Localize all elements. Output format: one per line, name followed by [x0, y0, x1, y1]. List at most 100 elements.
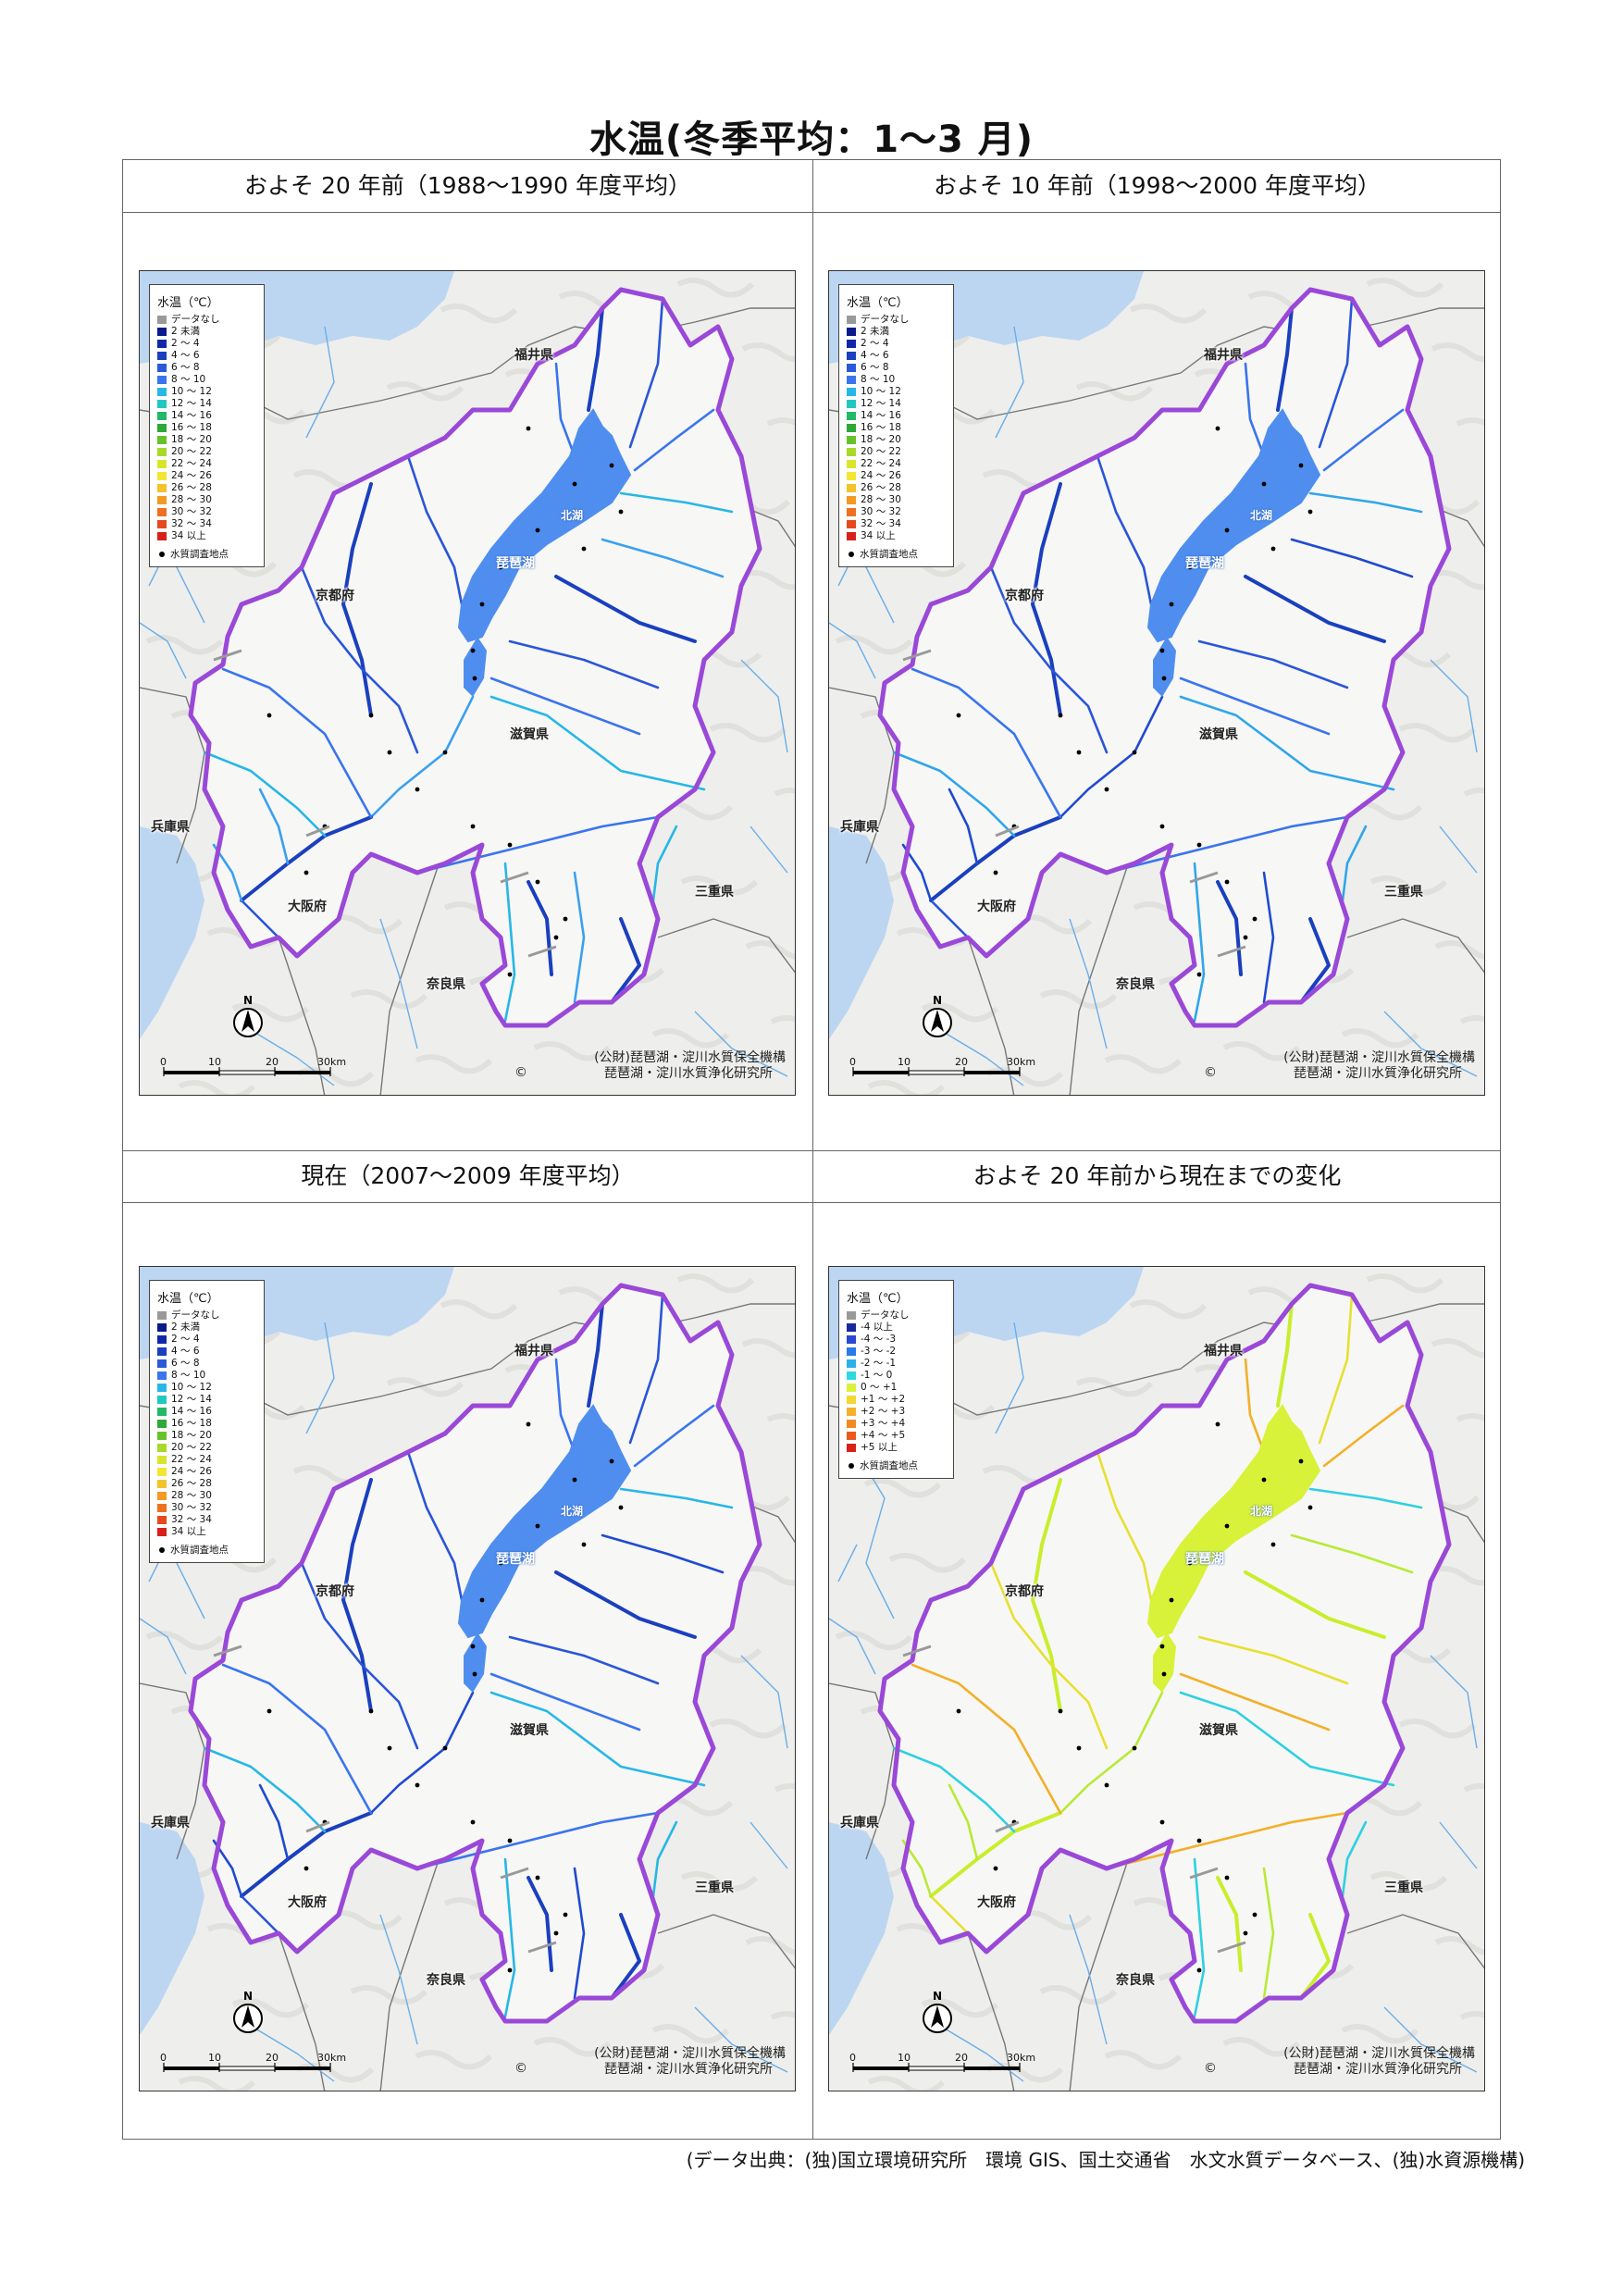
monitoring-station [498, 1560, 503, 1566]
legend-swatch [847, 316, 856, 324]
legend-label: 22 〜 24 [171, 1454, 212, 1465]
legend-item: データなし [157, 1309, 256, 1322]
river-segment [1216, 1876, 1243, 1972]
legend-swatch [847, 1359, 856, 1368]
legend-item: 32 〜 34 [157, 1514, 256, 1526]
legend-label: 14 〜 16 [171, 410, 212, 421]
legend-item: 34 以上 [847, 530, 946, 542]
river-segment [406, 454, 464, 606]
river-segment [1244, 1358, 1266, 1454]
river-segment [1096, 454, 1153, 606]
river-segment [369, 1691, 475, 1815]
osaka-bay [140, 826, 204, 1039]
monitoring-station [1058, 713, 1063, 718]
station-dot-icon [849, 1462, 854, 1469]
river-segment [1308, 1487, 1423, 1509]
river-segment [587, 306, 604, 412]
legend-label: 12 〜 14 [171, 1394, 212, 1405]
legend-label: 24 〜 26 [171, 470, 212, 481]
credit-organization: (公財)琵琶湖・淀川水質保全機構 [1283, 1050, 1475, 1065]
no-data-segment [902, 1644, 932, 1657]
river-segment [1290, 1533, 1414, 1574]
legend-item: 14 〜 16 [847, 410, 946, 422]
monitoring-station [1215, 426, 1220, 431]
outer-river [829, 622, 876, 679]
monitoring-station [993, 1866, 998, 1871]
legend-label: 10 〜 12 [861, 386, 901, 397]
monitoring-station [479, 602, 485, 607]
copyright-mark: © [514, 1065, 527, 1080]
osaka-bay [829, 1822, 894, 2035]
lake-biwa [1146, 1404, 1321, 1639]
legend-swatch [847, 1396, 856, 1404]
legend-swatch [157, 1371, 167, 1380]
monitoring-station [442, 750, 448, 755]
legend-label: +4 〜 +5 [861, 1430, 906, 1441]
legend-swatch [157, 1444, 167, 1452]
monitoring-station [618, 509, 624, 515]
legend-station-label: 水質調査地点 [170, 549, 229, 560]
outer-river [1430, 1655, 1478, 1749]
river-segment [554, 1570, 697, 1639]
no-data-segment [527, 945, 557, 958]
river-segment [554, 575, 697, 643]
prefecture-boundary [657, 918, 795, 974]
river-segment [989, 1561, 1109, 1750]
outer-river [250, 1029, 335, 1086]
monitoring-station [1252, 1912, 1258, 1917]
legend-swatch [847, 472, 856, 480]
river-segment [573, 871, 586, 1004]
legend-label: 8 〜 10 [171, 374, 206, 385]
river-segment [341, 1478, 373, 1713]
monitoring-station [535, 1523, 540, 1529]
legend-label: 16 〜 18 [171, 1418, 212, 1429]
monitoring-station [1161, 676, 1167, 681]
legend-label: 20 〜 22 [861, 446, 901, 457]
legend-item: データなし [847, 1309, 946, 1322]
river-segment [489, 1691, 706, 1787]
legend-label: 26 〜 28 [171, 1478, 212, 1489]
panel-heading-1998: およそ 10 年前（1998〜2000 年度平均） [934, 172, 1381, 199]
monitoring-station [572, 1477, 577, 1483]
monitoring-station [553, 935, 559, 940]
river-segment [1096, 1450, 1153, 1602]
river-segment [1244, 1570, 1386, 1639]
copyright-mark: © [1204, 2061, 1217, 2076]
monitoring-station [1252, 916, 1258, 922]
legend-label: +3 〜 +4 [861, 1418, 906, 1429]
credit-institute: 琵琶湖・淀川水質浄化研究所 [1294, 1066, 1462, 1081]
prefecture-label-fukui: 福井県 [514, 1344, 553, 1359]
river-segment [489, 1672, 641, 1731]
outer-river [1430, 659, 1478, 753]
legend-swatch [157, 1528, 167, 1536]
legend-title: 水温（℃） [847, 296, 909, 310]
monitoring-station [304, 1866, 309, 1871]
river-segment [1216, 880, 1243, 976]
monitoring-station [1159, 1819, 1165, 1825]
legend-item: 2 未満 [847, 326, 946, 338]
legend-label: 30 〜 32 [861, 506, 901, 517]
prefecture-label-nara: 奈良県 [1116, 1973, 1155, 1988]
prefecture-label-mie: 三重県 [695, 1880, 734, 1895]
prefecture-boundary [657, 1914, 795, 1969]
scale-tick-label: 10 [208, 1056, 221, 1068]
scale-tick-label: 10 [208, 2052, 221, 2064]
legend-label: 26 〜 28 [861, 482, 901, 493]
legend-item: 0 〜 +1 [847, 1382, 946, 1394]
legend-item: 12 〜 14 [847, 398, 946, 410]
river-segment [489, 676, 641, 736]
river-segment [911, 1663, 1062, 1815]
prefecture-label-fukui: 福井県 [1204, 1344, 1243, 1359]
prefecture-label-fukui: 福井県 [514, 348, 553, 363]
monitoring-station [553, 1930, 559, 1936]
monitoring-station [387, 1745, 392, 1751]
lake-biwa-south-basin [464, 1632, 487, 1693]
legend-swatch [157, 352, 167, 360]
river-segment [527, 1876, 553, 1972]
legend-swatch [157, 1516, 167, 1524]
river-segment [948, 788, 979, 865]
station-dot-icon [159, 551, 165, 557]
legend-label: 4 〜 6 [171, 1346, 200, 1357]
